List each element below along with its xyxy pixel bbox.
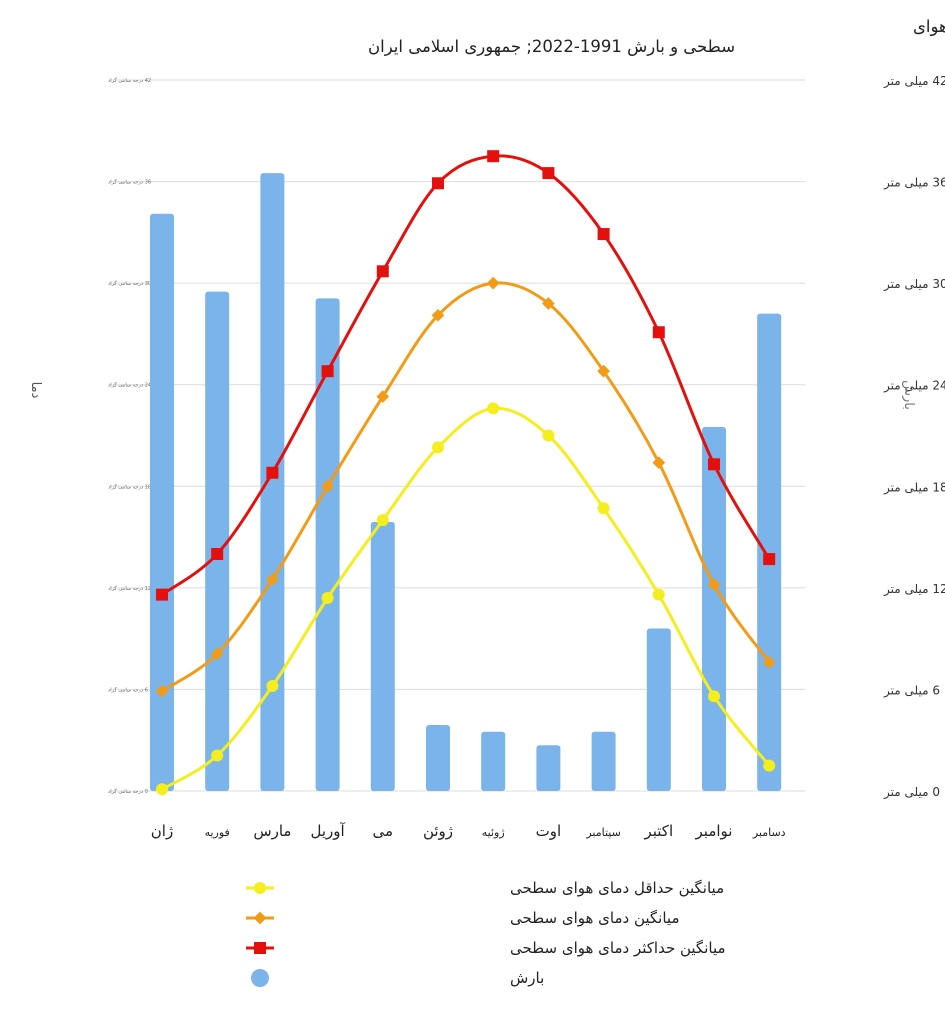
series-point [321, 479, 334, 493]
series-point [266, 680, 279, 693]
legend-swatch [251, 969, 269, 987]
left-tick-label: 0 درجه سانتی گراد [108, 788, 148, 795]
x-tick-label: آوریل [310, 822, 345, 840]
series-point [487, 402, 500, 415]
x-tick-label: ژوئن [423, 822, 453, 840]
series-point [321, 592, 334, 605]
series-point [708, 690, 720, 703]
right-axis-ticks: 0 میلی متر 6 میلی متر 12 میلی متر 18 میلی م… [883, 74, 945, 800]
precip-bars [150, 173, 782, 791]
x-tick-label: اوت [536, 822, 562, 840]
left-tick-label: 42 درجه سانتی گراد [108, 77, 151, 84]
x-axis-labels: ژان فوریه مارس آوریل می ژوئن ژوئیه اوت سپتامبر اک… [151, 822, 786, 840]
right-tick-label: 42 میلی متر [883, 74, 945, 89]
series-point [211, 548, 224, 560]
precip-bar [536, 745, 561, 791]
x-tick-label: اکتبر [643, 822, 673, 840]
precip-bar [315, 298, 340, 791]
precip-bar [205, 291, 230, 791]
legend-marker [254, 882, 266, 894]
series-point [321, 365, 334, 378]
series-point [431, 308, 445, 322]
right-tick-label: 18 میلی متر [883, 480, 945, 495]
legend-label: میانگین حداکثر دمای هوای سطحی [510, 939, 726, 957]
left-tick-label: 6 درجه سانتی گراد [108, 686, 148, 693]
y-axis-right-label: بارش [901, 380, 916, 410]
x-tick-label: دسامبر [752, 826, 786, 839]
right-tick-label: 0 میلی متر [883, 785, 940, 800]
series-point [156, 588, 168, 601]
series-point [652, 326, 665, 339]
temperature-markers [155, 150, 776, 796]
x-tick-label: ژوئیه [482, 826, 505, 839]
left-tick-label: 18 درجه سانتی گراد [108, 483, 151, 490]
series-point [763, 553, 776, 566]
series-point [597, 502, 610, 515]
legend-marker [253, 911, 267, 925]
series-point [266, 466, 279, 479]
precip-bar [702, 427, 726, 791]
precip-bar [646, 628, 671, 791]
series-point [211, 749, 224, 762]
series-point [376, 514, 389, 527]
right-tick-label: 30 میلی متر [883, 277, 945, 292]
x-tick-label: فوریه [205, 826, 230, 839]
precip-bar [370, 521, 395, 791]
left-tick-label: 30 درجه سانتی گراد [108, 280, 151, 287]
series-point [652, 456, 666, 469]
left-axis-ticks: 0 درجه سانتی گراد 6 درجه سانتی گراد 12 درج… [108, 77, 151, 795]
legend-label: میانگین حداقل دمای هوای سطحی [510, 879, 724, 897]
x-tick-label: سپتامبر [585, 826, 621, 839]
precip-bar [426, 724, 450, 791]
x-tick-label: مارس [253, 822, 291, 840]
legend-label: میانگین دمای هوای سطحی [510, 909, 680, 927]
series-point [156, 783, 168, 796]
series-point [542, 167, 555, 180]
series-line [161, 406, 771, 791]
series-point [432, 441, 444, 454]
right-tick-label: 6 میلی متر [883, 683, 940, 698]
series-point [487, 150, 500, 163]
precip-bar [481, 731, 506, 791]
left-tick-label: 12 درجه سانتی گراد [108, 585, 151, 592]
series-point [652, 588, 665, 601]
precip-bar [150, 213, 174, 791]
precip-bar [260, 173, 285, 791]
legend: میانگین حداقل دمای هوای سطحی میانگین دمای… [246, 879, 726, 987]
series-point [708, 458, 720, 471]
series-point [376, 265, 389, 278]
precip-bar [591, 731, 616, 791]
legend-marker [254, 942, 266, 954]
right-tick-label: 36 میلی متر [883, 176, 945, 191]
series-point [432, 177, 444, 190]
series-point [763, 759, 776, 772]
right-tick-label: 24 میلی متر [883, 379, 945, 394]
x-tick-label: می [373, 822, 394, 840]
chart-title-line2: سطحی و بارش 1991-2022; جمهوری اسلامی ایر… [368, 37, 735, 57]
series-point [486, 276, 500, 290]
legend-label: بارش [510, 969, 544, 987]
x-tick-label: ژان [151, 822, 173, 840]
series-point [542, 429, 555, 442]
temperature-lines [161, 154, 771, 791]
left-tick-label: 36 درجه سانتی گراد [108, 179, 151, 186]
series-point [376, 390, 390, 403]
x-tick-label: نوامبر [695, 822, 733, 840]
precip-bar [757, 313, 782, 791]
y-axis-left-label: دما [28, 382, 43, 399]
series-point [597, 228, 610, 241]
series-line [161, 154, 771, 596]
right-tick-label: 12 میلی متر [883, 582, 945, 597]
left-tick-label: 24 درجه سانتی گراد [108, 382, 151, 389]
chart-title-line1: اقلیم شناسی ماهانه میانگین حداقل دمای هو… [913, 17, 945, 37]
